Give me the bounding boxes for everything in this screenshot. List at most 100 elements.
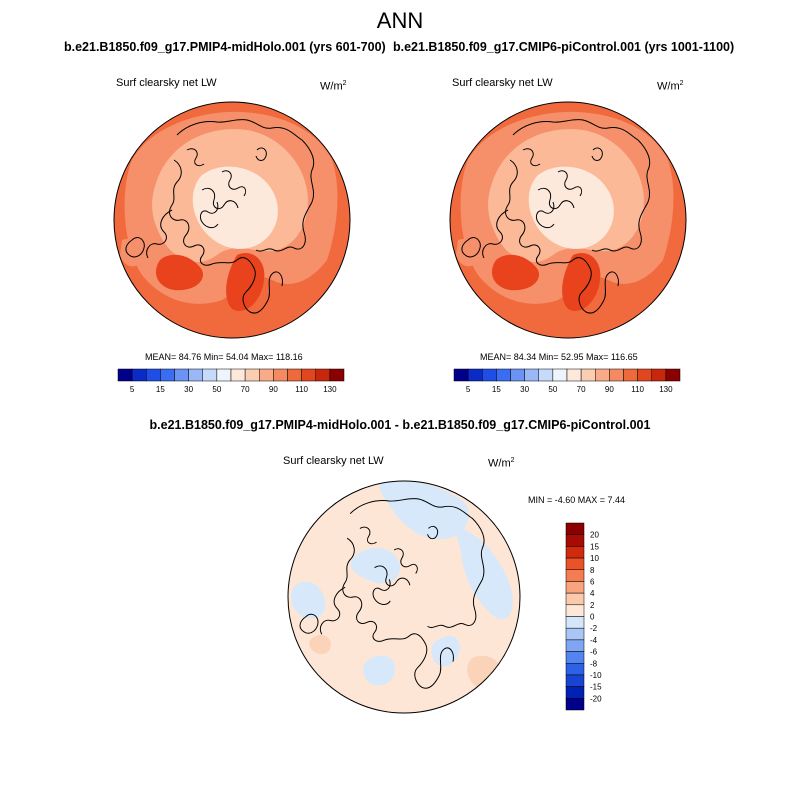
left-colorbar-tick-label: 130 [323, 385, 337, 394]
diff-colorbar-tick-label: -2 [590, 624, 598, 633]
left-colorbar-swatch [301, 368, 316, 382]
right-colorbar-swatch [665, 368, 681, 382]
right-colorbar-swatch [651, 368, 667, 382]
diff-colorbar-swatch [565, 651, 585, 664]
left-colorbar-swatch [174, 368, 189, 382]
right-stats: MEAN= 84.34 Min= 52.95 Max= 116.65 [480, 352, 638, 362]
left-colorbar-swatch [202, 368, 218, 382]
left-colorbar-tick-label: 15 [156, 385, 165, 394]
left-stats: MEAN= 84.76 Min= 54.04 Max= 118.16 [145, 352, 303, 362]
left-colorbar-swatch [244, 368, 260, 382]
right-colorbar-swatch [595, 368, 610, 382]
diff-colorbar-tick-label: -15 [590, 683, 602, 692]
left-panel-title: b.e21.B1850.f09_g17.PMIP4-midHolo.001 (y… [64, 40, 386, 54]
diff-colorbar-swatch [565, 592, 585, 606]
left-colorbar-swatch [216, 368, 232, 382]
left-colorbar-swatch [230, 368, 246, 382]
right-colorbar-tick-label: 70 [577, 385, 586, 394]
right-colorbar-tick-label: 5 [466, 385, 471, 394]
left-colorbar-tick-label: 30 [184, 385, 193, 394]
diff-colorbar-tick-label: -10 [590, 671, 602, 680]
right-colorbar: 5 15 30 50 70 90 110 130 [453, 368, 681, 394]
diff-colorbar-tick-label: -20 [590, 694, 602, 703]
left-units: W/m2 [320, 80, 347, 93]
right-colorbar-tick-label: 50 [548, 385, 557, 394]
diff-colorbar-swatch [565, 581, 585, 594]
diff-colorbar-tick-label: 20 [590, 531, 599, 540]
left-colorbar-swatch [188, 368, 203, 382]
right-map-border [449, 101, 687, 339]
left-colorbar-swatch [146, 368, 161, 382]
diff-colorbar-swatch [565, 674, 585, 687]
diff-colorbar-swatch [565, 557, 585, 570]
diff-colorbar-tick-label: -4 [590, 636, 598, 645]
right-colorbar-swatch [566, 368, 582, 382]
difference-title: b.e21.B1850.f09_g17.PMIP4-midHolo.001 - … [149, 418, 651, 432]
left-colorbar-swatch [259, 368, 274, 382]
left-colorbar-swatch [273, 368, 288, 382]
right-colorbar-swatch [453, 368, 469, 382]
left-colorbar-tick-label: 90 [269, 385, 278, 394]
right-colorbar-tick-label: 110 [631, 385, 644, 394]
left-colorbar-tick-label: 5 [130, 385, 135, 394]
diff-colorbar-tick-label: -8 [590, 659, 598, 668]
diff-colorbar-tick-label: 10 [590, 554, 599, 563]
right-colorbar-swatch [524, 368, 539, 382]
diff-colorbar-tick-label: 6 [590, 577, 595, 586]
right-colorbar-swatch [609, 368, 624, 382]
right-polar-map [450, 102, 686, 338]
diff-colorbar-tick-label: 0 [590, 613, 595, 622]
diff-colorbar-tick-label: 4 [590, 589, 595, 598]
difference-polar-map [288, 481, 520, 713]
left-colorbar-swatch [117, 368, 133, 382]
right-colorbar-swatch [538, 368, 554, 382]
right-colorbar-swatch [552, 368, 568, 382]
right-colorbar-swatch [467, 368, 483, 382]
left-colorbar-swatch [329, 368, 345, 382]
right-colorbar-swatch [496, 368, 511, 382]
diff-colorbar-swatch [565, 522, 585, 535]
diff-colorbar-tick-label: -6 [590, 648, 598, 657]
left-colorbar: 5 15 30 50 70 90 110 130 [117, 368, 345, 394]
diff-colorbar-tick-label: 2 [590, 601, 595, 610]
right-colorbar-tick-label: 15 [492, 385, 501, 394]
diff-colorbar-swatch [565, 546, 585, 559]
diff-colorbar-swatch [565, 569, 585, 582]
left-colorbar-tick-label: 110 [295, 385, 308, 394]
difference-map-border [287, 480, 521, 714]
left-variable-label: Surf clearsky net LW [116, 77, 217, 89]
left-colorbar-swatch [160, 368, 175, 382]
left-colorbar-swatch [131, 368, 147, 382]
left-map-border [113, 101, 351, 339]
right-colorbar-swatch [637, 368, 652, 382]
left-colorbar-swatch [315, 368, 331, 382]
diff-colorbar-tick-label: 15 [590, 542, 599, 551]
right-colorbar-swatch [510, 368, 525, 382]
diff-colorbar-swatch [565, 663, 585, 676]
diff-colorbar-swatch [565, 627, 585, 641]
right-panel-title: b.e21.B1850.f09_g17.CMIP6-piControl.001 … [393, 40, 735, 54]
diff-colorbar-swatch [565, 686, 585, 699]
right-colorbar-swatch [623, 368, 638, 382]
diff-colorbar-swatch [565, 604, 585, 617]
right-colorbar-tick-label: 30 [520, 385, 529, 394]
page-title: ANN [376, 8, 424, 33]
right-colorbar-swatch [580, 368, 596, 382]
left-colorbar-swatch [287, 368, 302, 382]
right-variable-label: Surf clearsky net LW [452, 77, 553, 89]
diff-colorbar-swatch [565, 639, 585, 652]
diff-colorbar-swatch [565, 698, 585, 711]
diff-units: W/m2 [488, 457, 515, 470]
right-units: W/m2 [657, 80, 684, 93]
right-colorbar-swatch [482, 368, 497, 382]
diff-stats: MIN = -4.60 MAX = 7.44 [528, 495, 626, 505]
left-colorbar-tick-label: 50 [212, 385, 221, 394]
diff-colorbar-swatch [565, 616, 585, 629]
left-polar-map [114, 102, 350, 338]
left-colorbar-tick-label: 70 [241, 385, 250, 394]
right-colorbar-tick-label: 90 [605, 385, 614, 394]
diff-colorbar-swatch [565, 534, 585, 547]
right-colorbar-tick-label: 130 [659, 385, 673, 394]
